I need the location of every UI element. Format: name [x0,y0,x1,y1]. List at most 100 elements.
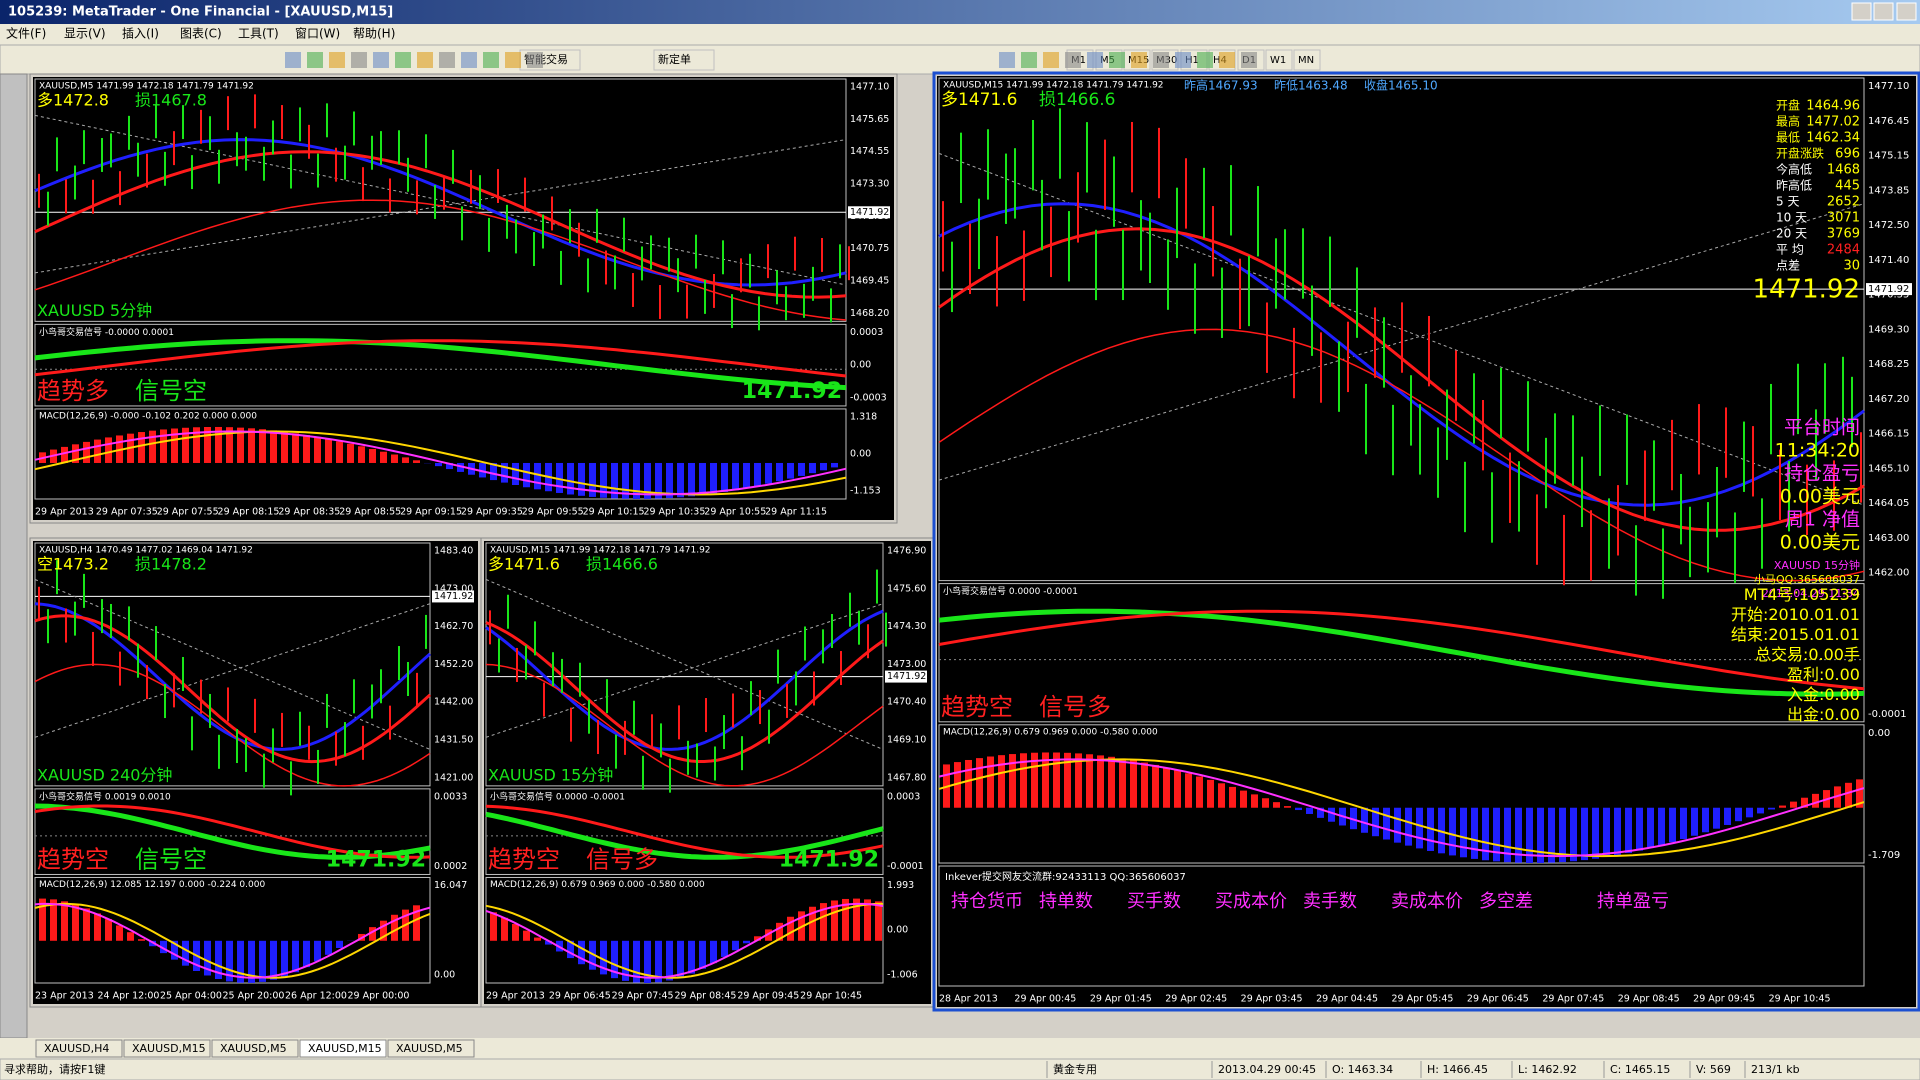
info-label: 开盘涨跌 [1776,146,1824,161]
price-tick: 1469.30 [1868,324,1909,335]
toolbar-icon[interactable] [1131,52,1147,68]
info-label: 最高 [1776,114,1800,129]
decor-macd-bar [105,437,112,463]
menu-item[interactable]: 窗口(W) [295,27,340,41]
minimize-button[interactable] [1851,2,1872,21]
price-tick: 1469.10 [887,735,926,746]
decor-macd-bar [732,462,739,491]
chart-tab[interactable] [387,1039,475,1058]
decor-macd-bar [699,940,706,969]
toolbar-button[interactable] [1265,49,1293,71]
toolbar-icon[interactable] [351,52,367,68]
menu-item[interactable]: 插入(I) [122,27,159,41]
toolbar-icon[interactable] [1087,52,1103,68]
toolbar-icon[interactable] [505,52,521,68]
toolbar-icon[interactable] [1109,52,1125,68]
time-tick: 29 Apr 07:35 [96,507,158,518]
toolbar-icon[interactable] [1065,52,1081,68]
toolbar-icon[interactable] [527,52,543,68]
menu-item[interactable]: 工具(T) [238,27,279,41]
time-tick: 25 Apr 20:00 [223,991,285,1002]
chart-tab[interactable] [211,1039,299,1058]
price-tick: 1468.20 [850,308,889,319]
toolbar-icon[interactable] [285,52,301,68]
decor-macd-bar [1251,794,1258,808]
toolbar-icon[interactable] [417,52,433,68]
decor-macd-bar [831,462,838,468]
pane [34,408,847,500]
menu-item[interactable]: 显示(V) [64,27,106,41]
tab-label[interactable]: XAUUSD,M5 [220,1042,287,1055]
decor-macd-bar [182,427,189,463]
trend-label: 趋势多 [37,377,109,405]
decor-macd-bar [677,940,684,978]
decor-macd-bar [1845,782,1852,808]
price-tick: 1452.20 [434,659,473,670]
toolbar-icon[interactable] [373,52,389,68]
menu-item[interactable]: 图表(C) [180,27,222,41]
tab-label[interactable]: XAUUSD,M15 [308,1042,382,1055]
price-tick: 1475.60 [887,583,926,594]
decor-macd-bar [987,756,994,808]
account-line: 入金:0.00 [1787,685,1860,704]
close-button[interactable] [1896,2,1917,21]
tab-label[interactable]: XAUUSD,M5 [396,1042,463,1055]
price-tick: 1467.80 [887,772,926,783]
maximize-button[interactable] [1873,2,1894,21]
current-price: 1471.92 [850,207,889,218]
decor-macd-bar [83,441,90,463]
toolbar-button[interactable] [653,49,715,71]
menu-item[interactable]: 文件(F) [6,26,46,41]
decor-macd-bar [677,462,684,498]
decor-macd-bar [666,462,673,499]
macd-tick: 1.993 [887,880,914,891]
decor-macd-bar [204,940,211,976]
tab-label[interactable]: XAUUSD,H4 [44,1042,109,1055]
decor-macd-bar [721,940,728,957]
decor-macd-bar [578,940,585,965]
chart-extra: 昨高1467.93 [1184,78,1258,93]
toolbar-icon[interactable] [329,52,345,68]
decor-macd-bar [754,936,761,941]
decor-macd-bar [1482,807,1489,861]
toolbar-icon[interactable] [1043,52,1059,68]
decor-macd-bar [1581,807,1588,861]
indicator-tick: 0.0002 [434,861,467,872]
tab-label[interactable]: XAUUSD,M15 [132,1042,206,1055]
pane [485,788,884,875]
status-text: O: 1463.34 [1332,1063,1393,1076]
toolbar-icon[interactable] [1175,52,1191,68]
info-label: 最低 [1776,131,1800,145]
chart-tab[interactable] [299,1039,387,1058]
decor-macd-bar [820,462,827,471]
toolbar-icon[interactable] [1153,52,1169,68]
decor-macd-bar [325,940,332,955]
toolbar-icon[interactable] [461,52,477,68]
toolbar-icon[interactable] [483,52,499,68]
time-tick: 29 Apr 2013 [35,507,94,518]
toolbar-icon[interactable] [1241,52,1257,68]
decor-macd-bar [270,430,277,463]
decor-macd-bar [501,462,508,483]
toolbar-icon[interactable] [999,52,1015,68]
trend-label: 趋势空 [488,845,560,873]
decor-macd-bar [501,917,508,941]
menu-item[interactable]: 帮助(H) [353,27,395,41]
toolbar-icon[interactable] [1197,52,1213,68]
toolbar-icon[interactable] [307,52,323,68]
macd-header: MACD(12,26,9) -0.000 -0.102 0.202 0.000 … [39,411,257,421]
tab-bar [0,1038,1920,1059]
toolbar-icon[interactable] [1021,52,1037,68]
info-value: 1468 [1827,163,1860,178]
macd-tick: -1.709 [1868,850,1900,861]
decor-macd-bar [1746,807,1753,818]
toolbar-icon[interactable] [439,52,455,68]
decor-macd-bar [1625,807,1632,854]
toolbar-icon[interactable] [1219,52,1235,68]
pane [938,724,1865,864]
decor-macd-bar [787,916,794,941]
chart-tab[interactable] [123,1039,211,1058]
toolbar-icon[interactable] [395,52,411,68]
chart-tab[interactable] [35,1039,123,1058]
toolbar-button[interactable] [1293,49,1321,71]
